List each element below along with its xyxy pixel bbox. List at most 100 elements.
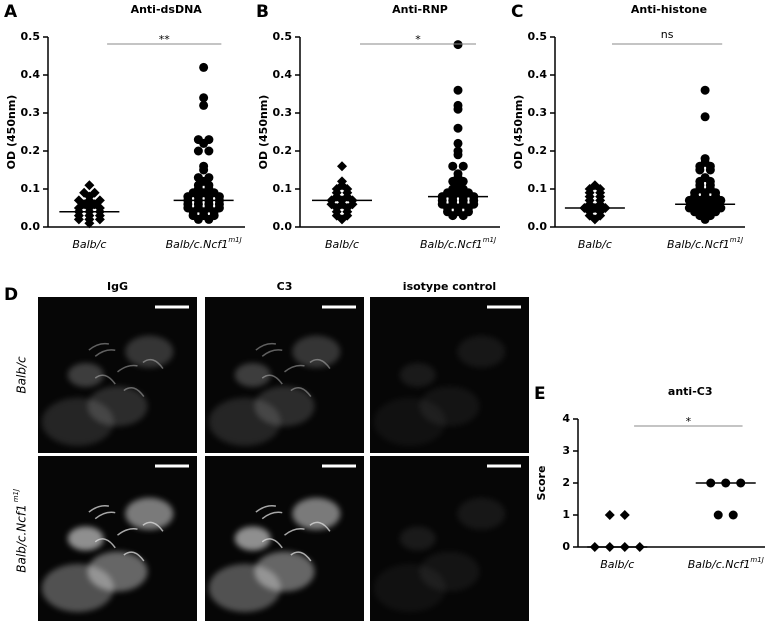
tissue-signal <box>292 335 341 368</box>
tissue-fiber <box>261 538 283 549</box>
x-tick-label-superscript: m1J <box>483 236 496 244</box>
tissue-fiber <box>94 349 116 357</box>
y-tick-label: 0.1 <box>21 182 41 195</box>
tissue-signal <box>208 564 281 612</box>
data-point <box>695 165 705 175</box>
tissue-signal <box>292 497 341 530</box>
data-point <box>700 112 710 122</box>
tissue-fiber <box>261 511 283 520</box>
x-tick-label: Balb/c.Ncf1 <box>166 238 229 251</box>
data-point <box>458 211 468 221</box>
data-point <box>73 214 84 225</box>
panel-letter: D <box>4 285 18 305</box>
data-point <box>700 85 710 95</box>
y-tick-label: 0.3 <box>273 106 293 119</box>
y-tick-label: 0.0 <box>528 220 548 233</box>
x-tick-label-superscript: m1J <box>750 556 763 564</box>
tissue-fiber <box>142 358 164 369</box>
row-label: Balb/c.Ncf1 <box>15 504 29 572</box>
significance-label: * <box>686 415 692 428</box>
tissue-fiber <box>88 342 110 351</box>
panel-letter: C <box>511 2 523 22</box>
tissue-fiber <box>290 551 312 562</box>
tissue-signal <box>125 335 174 368</box>
tissue-fiber <box>255 504 277 513</box>
tissue-signal <box>457 335 506 368</box>
x-tick-label: Balb/c <box>578 238 612 251</box>
tissue-fiber <box>94 538 116 549</box>
panel-letter: E <box>534 384 546 404</box>
y-tick-label: 0.5 <box>528 30 548 43</box>
y-tick-label: 0.0 <box>273 220 293 233</box>
y-tick-label: 4 <box>562 412 570 425</box>
y-tick-label: 0.2 <box>21 144 41 157</box>
tissue-signal <box>373 397 446 446</box>
data-point <box>199 93 209 103</box>
data-point <box>94 214 105 225</box>
tissue-fiber <box>290 386 312 398</box>
data-point <box>619 510 630 520</box>
data-point <box>193 214 203 224</box>
data-point <box>199 165 209 175</box>
x-tick-label: Balb/c.Ncf1 <box>688 558 751 571</box>
data-point <box>448 211 458 221</box>
data-point <box>728 510 738 520</box>
y-tick-label: 2 <box>562 476 570 489</box>
tissue-signal <box>208 397 281 446</box>
panel-letter: A <box>4 2 18 22</box>
row-label: Balb/c <box>15 356 29 394</box>
tissue-fiber <box>123 386 145 398</box>
data-point <box>453 123 463 133</box>
y-axis-label: OD (450nm) <box>512 95 525 170</box>
data-point <box>589 214 600 225</box>
tissue-fiber <box>261 349 283 357</box>
data-point <box>453 85 463 95</box>
tissue-fiber <box>117 364 138 373</box>
tissue-signal <box>67 526 104 551</box>
tissue-signal <box>373 564 446 612</box>
x-tick-label: Balb/c.Ncf1 <box>420 238 483 251</box>
tissue-fiber <box>142 521 164 532</box>
row-label-superscript: m1J <box>12 489 20 502</box>
tissue-signal <box>457 497 506 530</box>
tissue-fiber <box>284 364 305 373</box>
data-point <box>453 150 463 160</box>
data-point <box>204 214 214 224</box>
data-point <box>193 146 203 156</box>
tissue-signal <box>234 526 271 551</box>
y-tick-label: 0.2 <box>528 144 548 157</box>
data-point <box>199 100 209 110</box>
x-tick-label: Balb/c <box>72 238 106 251</box>
column-header: C3 <box>277 280 293 293</box>
x-tick-label: Balb/c.Ncf1 <box>667 238 730 251</box>
tissue-fiber <box>123 551 145 562</box>
data-point <box>604 510 615 520</box>
x-tick-label: Balb/c <box>600 558 634 571</box>
panel-letter: B <box>256 2 269 22</box>
y-axis-label: Score <box>535 466 548 501</box>
tissue-fiber <box>255 342 277 351</box>
data-point <box>700 214 710 224</box>
y-tick-label: 0 <box>562 540 570 553</box>
tissue-signal <box>41 564 114 612</box>
significance-label: ** <box>159 33 171 46</box>
y-tick-label: 1 <box>562 508 570 521</box>
data-point <box>453 40 463 50</box>
data-point <box>204 146 214 156</box>
tissue-signal <box>399 526 436 551</box>
data-point <box>705 165 715 175</box>
y-tick-label: 0.3 <box>21 106 41 119</box>
x-tick-label-superscript: m1J <box>228 236 241 244</box>
y-axis-label: OD (450nm) <box>257 95 270 170</box>
y-tick-label: 3 <box>562 444 570 457</box>
x-tick-label-superscript: m1J <box>730 236 743 244</box>
tissue-fiber <box>117 528 138 536</box>
tissue-signal <box>67 363 104 387</box>
tissue-fiber <box>261 374 283 385</box>
data-point <box>448 161 458 171</box>
chart-title: Anti-histone <box>631 3 707 16</box>
data-point <box>713 510 723 520</box>
data-point <box>84 180 95 191</box>
significance-label: ns <box>661 28 674 41</box>
